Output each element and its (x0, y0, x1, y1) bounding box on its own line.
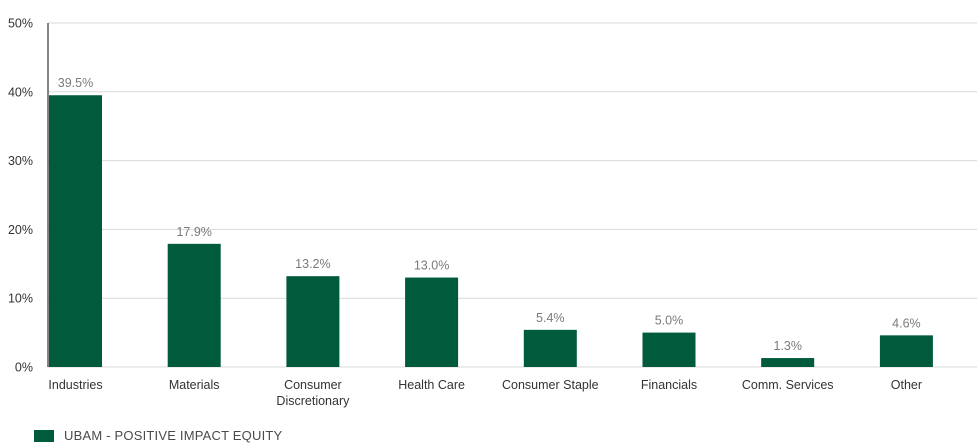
data-label: 1.3% (773, 339, 802, 353)
bar (286, 276, 340, 367)
data-label: 13.2% (295, 257, 330, 271)
bar (405, 277, 459, 367)
x-tick-label: Materials (169, 378, 220, 392)
data-label: 5.0% (655, 314, 684, 328)
bars (49, 95, 933, 368)
x-tick-label-line: Health Care (398, 378, 465, 392)
data-label: 4.6% (892, 316, 921, 330)
x-tick-label: Industries (48, 378, 102, 392)
x-tick-label-line: Industries (48, 378, 102, 392)
x-tick-label: Other (891, 378, 922, 392)
x-tick-label: Financials (641, 378, 697, 392)
bar (761, 358, 815, 367)
x-tick-label-line: Other (891, 378, 922, 392)
bar (523, 329, 577, 367)
y-tick-label: 0% (15, 361, 33, 375)
data-label: 17.9% (176, 225, 211, 239)
x-tick-label: Comm. Services (742, 378, 834, 392)
y-axis-tick-labels: 0% 10% 20% 30% 40% 50% (8, 17, 33, 375)
bar (49, 95, 102, 368)
y-tick-label: 40% (8, 85, 33, 99)
x-tick-label-line: Consumer (284, 378, 342, 392)
legend-swatch (34, 429, 54, 442)
legend-label: UBAM - POSITIVE IMPACT EQUITY (64, 428, 283, 443)
x-tick-label-line: Financials (641, 378, 697, 392)
data-label: 13.0% (414, 259, 449, 273)
x-tick-label-line: Consumer Staple (502, 378, 599, 392)
data-label: 5.4% (536, 311, 565, 325)
x-tick-label-line: Materials (169, 378, 220, 392)
x-tick-label: Consumer Staple (502, 378, 599, 392)
bar (642, 332, 696, 367)
legend: UBAM - POSITIVE IMPACT EQUITY (34, 428, 282, 443)
bar (879, 335, 933, 367)
data-labels: 39.5% 17.9% 13.2% 13.0% 5.4% 5.0% 1.3% 4.6% (58, 76, 921, 353)
data-label: 39.5% (58, 76, 93, 90)
x-tick-label-line: Discretionary (276, 394, 350, 408)
y-tick-label: 10% (8, 292, 33, 306)
y-tick-label: 50% (8, 17, 33, 31)
y-tick-label: 30% (8, 154, 33, 168)
x-tick-label-line: Comm. Services (742, 378, 834, 392)
x-tick-label: Consumer Discretionary (276, 378, 350, 408)
x-axis-tick-labels: Industries Materials Consumer Discretionary… (48, 378, 922, 408)
y-tick-label: 20% (8, 223, 33, 237)
bar (167, 243, 221, 367)
x-tick-label: Health Care (398, 378, 465, 392)
